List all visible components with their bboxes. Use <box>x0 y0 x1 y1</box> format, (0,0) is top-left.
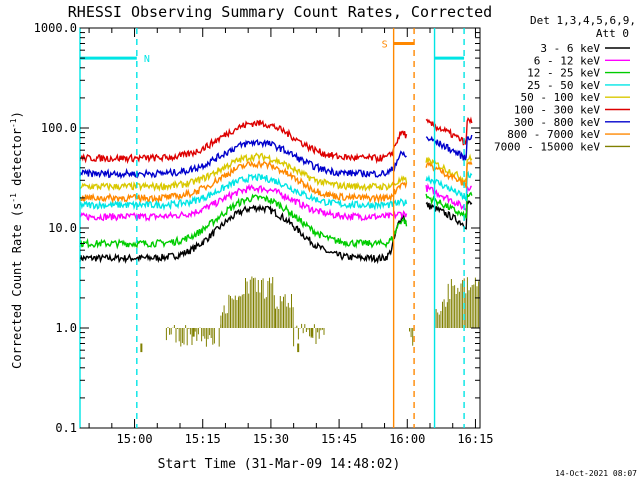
plot-frame <box>79 27 481 429</box>
x-tick-label-5: 16:15 <box>457 432 493 446</box>
legend-label-6: 300 - 800 keV <box>514 116 600 129</box>
series-6 <box>79 134 473 180</box>
x-tick-label-4: 16:00 <box>389 432 425 446</box>
x-tick-label-1: 15:15 <box>185 432 221 446</box>
marker-label-s: S <box>382 39 388 50</box>
legend-label-5: 100 - 300 keV <box>514 104 600 117</box>
legend-header-detectors: Det 1,3,4,5,6,9, <box>530 14 636 27</box>
axes-ticks: 1000.0 100.0 10.0 1.0 0.1 15:00 15:15 15:30 15:4… <box>34 21 494 446</box>
y-axis-label-sup1: -1 <box>9 193 18 203</box>
legend-header-attenuator: Att 0 <box>596 27 629 40</box>
series-5 <box>79 116 473 165</box>
y-axis-label: Corrected Count Rate (s-1 detector-1) <box>9 111 24 369</box>
legend-label-8: 7000 - 15000 keV <box>494 140 600 153</box>
legend-label-3: 25 - 50 keV <box>527 79 600 92</box>
series-8 <box>140 276 480 353</box>
y-axis-label-end: ) <box>10 111 24 118</box>
legend-label-2: 12 - 25 keV <box>527 67 600 80</box>
y-tick-label-1: 100.0 <box>41 121 77 135</box>
x-tick-label-2: 15:30 <box>253 432 289 446</box>
series-0 <box>79 199 473 265</box>
y-axis-label-mid: detector <box>10 128 24 193</box>
y-tick-label-3: 1.0 <box>55 321 77 335</box>
x-tick-label-0: 15:00 <box>116 432 152 446</box>
legend-label-4: 50 - 100 keV <box>521 91 601 104</box>
y-tick-label-4: 0.1 <box>55 421 77 435</box>
y-axis-label-sup2: -1 <box>9 118 18 128</box>
series-line-6 <box>79 134 473 180</box>
marker-label-n: N <box>144 54 150 65</box>
footer-date: 14-Oct-2021 08:07 <box>555 469 637 478</box>
series-line-5 <box>79 116 473 165</box>
y-axis-label-main: Corrected Count Rate (s <box>10 203 24 369</box>
series-line-2 <box>79 191 473 250</box>
y-tick-label-0: 1000.0 <box>34 21 77 35</box>
legend-label-0: 3 - 6 keV <box>540 42 600 55</box>
data-layer <box>79 116 480 353</box>
series-line-0 <box>79 199 473 265</box>
legend-label-7: 800 - 7000 keV <box>507 128 600 141</box>
series-2 <box>79 191 473 250</box>
y-tick-label-2: 10.0 <box>48 221 77 235</box>
legend-label-1: 6 - 12 keV <box>534 54 601 67</box>
x-axis-label: Start Time (31-Mar-09 14:48:02) <box>158 457 401 472</box>
x-tick-label-3: 15:45 <box>321 432 357 446</box>
chart-title: RHESSI Observing Summary Count Rates, Co… <box>68 3 492 21</box>
night-saa-markers: NS <box>79 28 465 428</box>
